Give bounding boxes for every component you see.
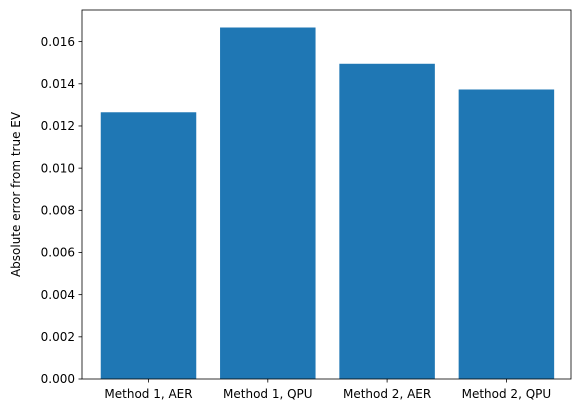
y-axis-ticks: 0.000 0.002 0.004 0.006 0.008 0.010 0.012 0.014… — [41, 35, 82, 386]
bar — [100, 112, 197, 379]
y-tick-label: 0.008 — [41, 204, 75, 218]
y-tick-label: 0.014 — [41, 77, 75, 91]
bar — [220, 27, 316, 380]
y-tick-label: 0.006 — [41, 246, 75, 260]
bar — [458, 89, 555, 380]
y-tick-label: 0.016 — [41, 35, 75, 49]
y-tick-label: 0.010 — [41, 161, 75, 175]
x-tick-label: Method 2, QPU — [462, 387, 552, 401]
y-tick-label: 0.000 — [41, 372, 75, 386]
y-tick-label: 0.002 — [41, 330, 75, 344]
x-tick-label: Method 1, QPU — [223, 387, 313, 401]
x-axis-ticks: Method 1, AER Method 1, QPU Method 2, AER M… — [104, 379, 551, 401]
x-tick-label: Method 2, AER — [343, 387, 431, 401]
bars-layer — [100, 27, 555, 380]
y-axis-label: Absolute error from true EV — [9, 111, 23, 277]
y-tick-label: 0.012 — [41, 119, 75, 133]
bar — [339, 63, 435, 380]
x-tick-label: Method 1, AER — [104, 387, 192, 401]
plot-frame — [81, 9, 572, 380]
y-tick-label: 0.004 — [41, 288, 75, 302]
